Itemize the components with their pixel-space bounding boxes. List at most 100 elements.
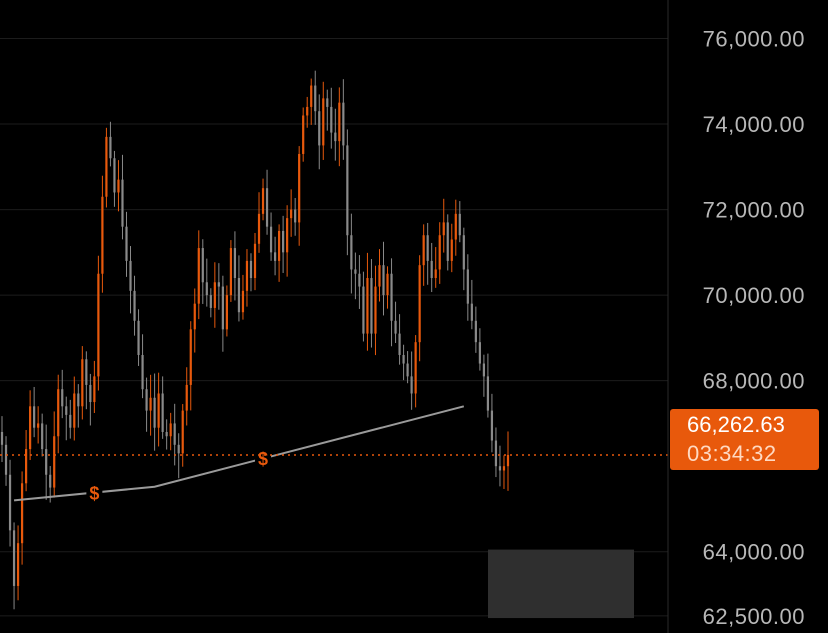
candle-body (217, 282, 220, 287)
candle-body (498, 466, 502, 471)
candle-body (338, 102, 341, 142)
candle-body (474, 320, 477, 343)
candle-body (137, 320, 140, 355)
candle-body (294, 209, 297, 223)
candle-body (161, 393, 164, 432)
candle-body (302, 115, 305, 154)
candle-body (209, 295, 212, 308)
candle-body (414, 342, 417, 394)
candle-body (346, 145, 349, 236)
candle-body (350, 235, 353, 270)
candle-body (24, 449, 28, 484)
candle-body (286, 218, 289, 253)
candle-body (374, 286, 377, 334)
candle-body (378, 265, 381, 287)
candle-body (149, 397, 152, 411)
candle-body (277, 230, 281, 261)
candle-body (386, 273, 389, 296)
candle-body (310, 85, 313, 107)
candle-body (117, 179, 120, 193)
candle-body (394, 320, 397, 334)
candle-body (458, 213, 461, 236)
candle-body (145, 389, 148, 411)
candle-body (213, 282, 216, 308)
candle-body (8, 474, 12, 531)
candle-body (12, 530, 16, 586)
candle-body (225, 295, 228, 330)
candle-body (177, 444, 180, 454)
candle-body (45, 449, 48, 475)
candle-body (65, 406, 68, 415)
candle-body (29, 406, 32, 450)
candle-body (265, 188, 269, 227)
candle-body (245, 260, 249, 291)
candle-body (109, 136, 112, 159)
candle-body (157, 393, 160, 428)
trendline-path (13, 405, 465, 502)
trendline-marker-bg (255, 447, 272, 468)
trendline: $$ (13, 405, 465, 504)
candle-body (398, 333, 401, 355)
candle-body (181, 410, 184, 454)
candle-body (426, 235, 429, 261)
candle-body (273, 252, 277, 261)
candle-body (261, 188, 265, 214)
candle-body (189, 329, 192, 385)
candle-body (314, 85, 317, 112)
candle-body (33, 406, 36, 428)
candle-body (362, 286, 365, 334)
candle-body (253, 243, 257, 279)
candle-body (53, 436, 56, 488)
candle-body (77, 393, 80, 407)
candle-body (462, 235, 465, 270)
shaded-zone-rect (488, 549, 634, 619)
current-price-badge: 66,262.63 03:34:32 (670, 409, 819, 470)
candle-body (446, 222, 449, 261)
candle-body (101, 196, 104, 274)
candle-body (466, 269, 469, 304)
candle-body (257, 213, 261, 244)
candle-body (334, 132, 337, 142)
candle-body (450, 239, 453, 261)
candle-body (221, 286, 224, 330)
candle-body (41, 423, 44, 450)
candle-body (418, 265, 421, 343)
candle-body (438, 235, 441, 270)
candle-body (402, 354, 405, 364)
candle-body (290, 209, 293, 219)
candle-body (81, 359, 84, 407)
y-tick-label: 76,000.00 (703, 26, 805, 51)
candle-body (482, 363, 486, 377)
candle-body (442, 222, 445, 236)
candle-body (506, 454, 510, 467)
candle-body (20, 483, 24, 544)
trendline-marker: $ (258, 449, 268, 469)
candle-body (306, 106, 309, 116)
candle-body (282, 230, 285, 253)
y-tick-label: 64,000.00 (703, 540, 805, 565)
candle-body (237, 278, 241, 313)
candle-body (205, 282, 208, 296)
candle-body (342, 102, 345, 146)
candle-body (490, 410, 494, 441)
candle-body (193, 303, 196, 330)
candles (0, 70, 510, 610)
candle-body (229, 248, 233, 296)
candle-body (470, 303, 473, 321)
candle-body (486, 376, 490, 411)
candle-body (93, 376, 96, 403)
candle-body (370, 278, 373, 334)
current-price-value: 66,262.63 (687, 412, 785, 437)
candle-body (133, 290, 136, 321)
candle-body (390, 273, 393, 321)
candle-body (69, 414, 72, 428)
candle-body (121, 179, 124, 227)
y-tick-label: 74,000.00 (703, 112, 805, 137)
candle-body (173, 423, 176, 445)
candle-body (502, 466, 506, 471)
candle-body (298, 153, 301, 223)
trendline-marker: $ (89, 484, 99, 504)
candle-body (358, 273, 361, 287)
candle-body (249, 260, 253, 279)
